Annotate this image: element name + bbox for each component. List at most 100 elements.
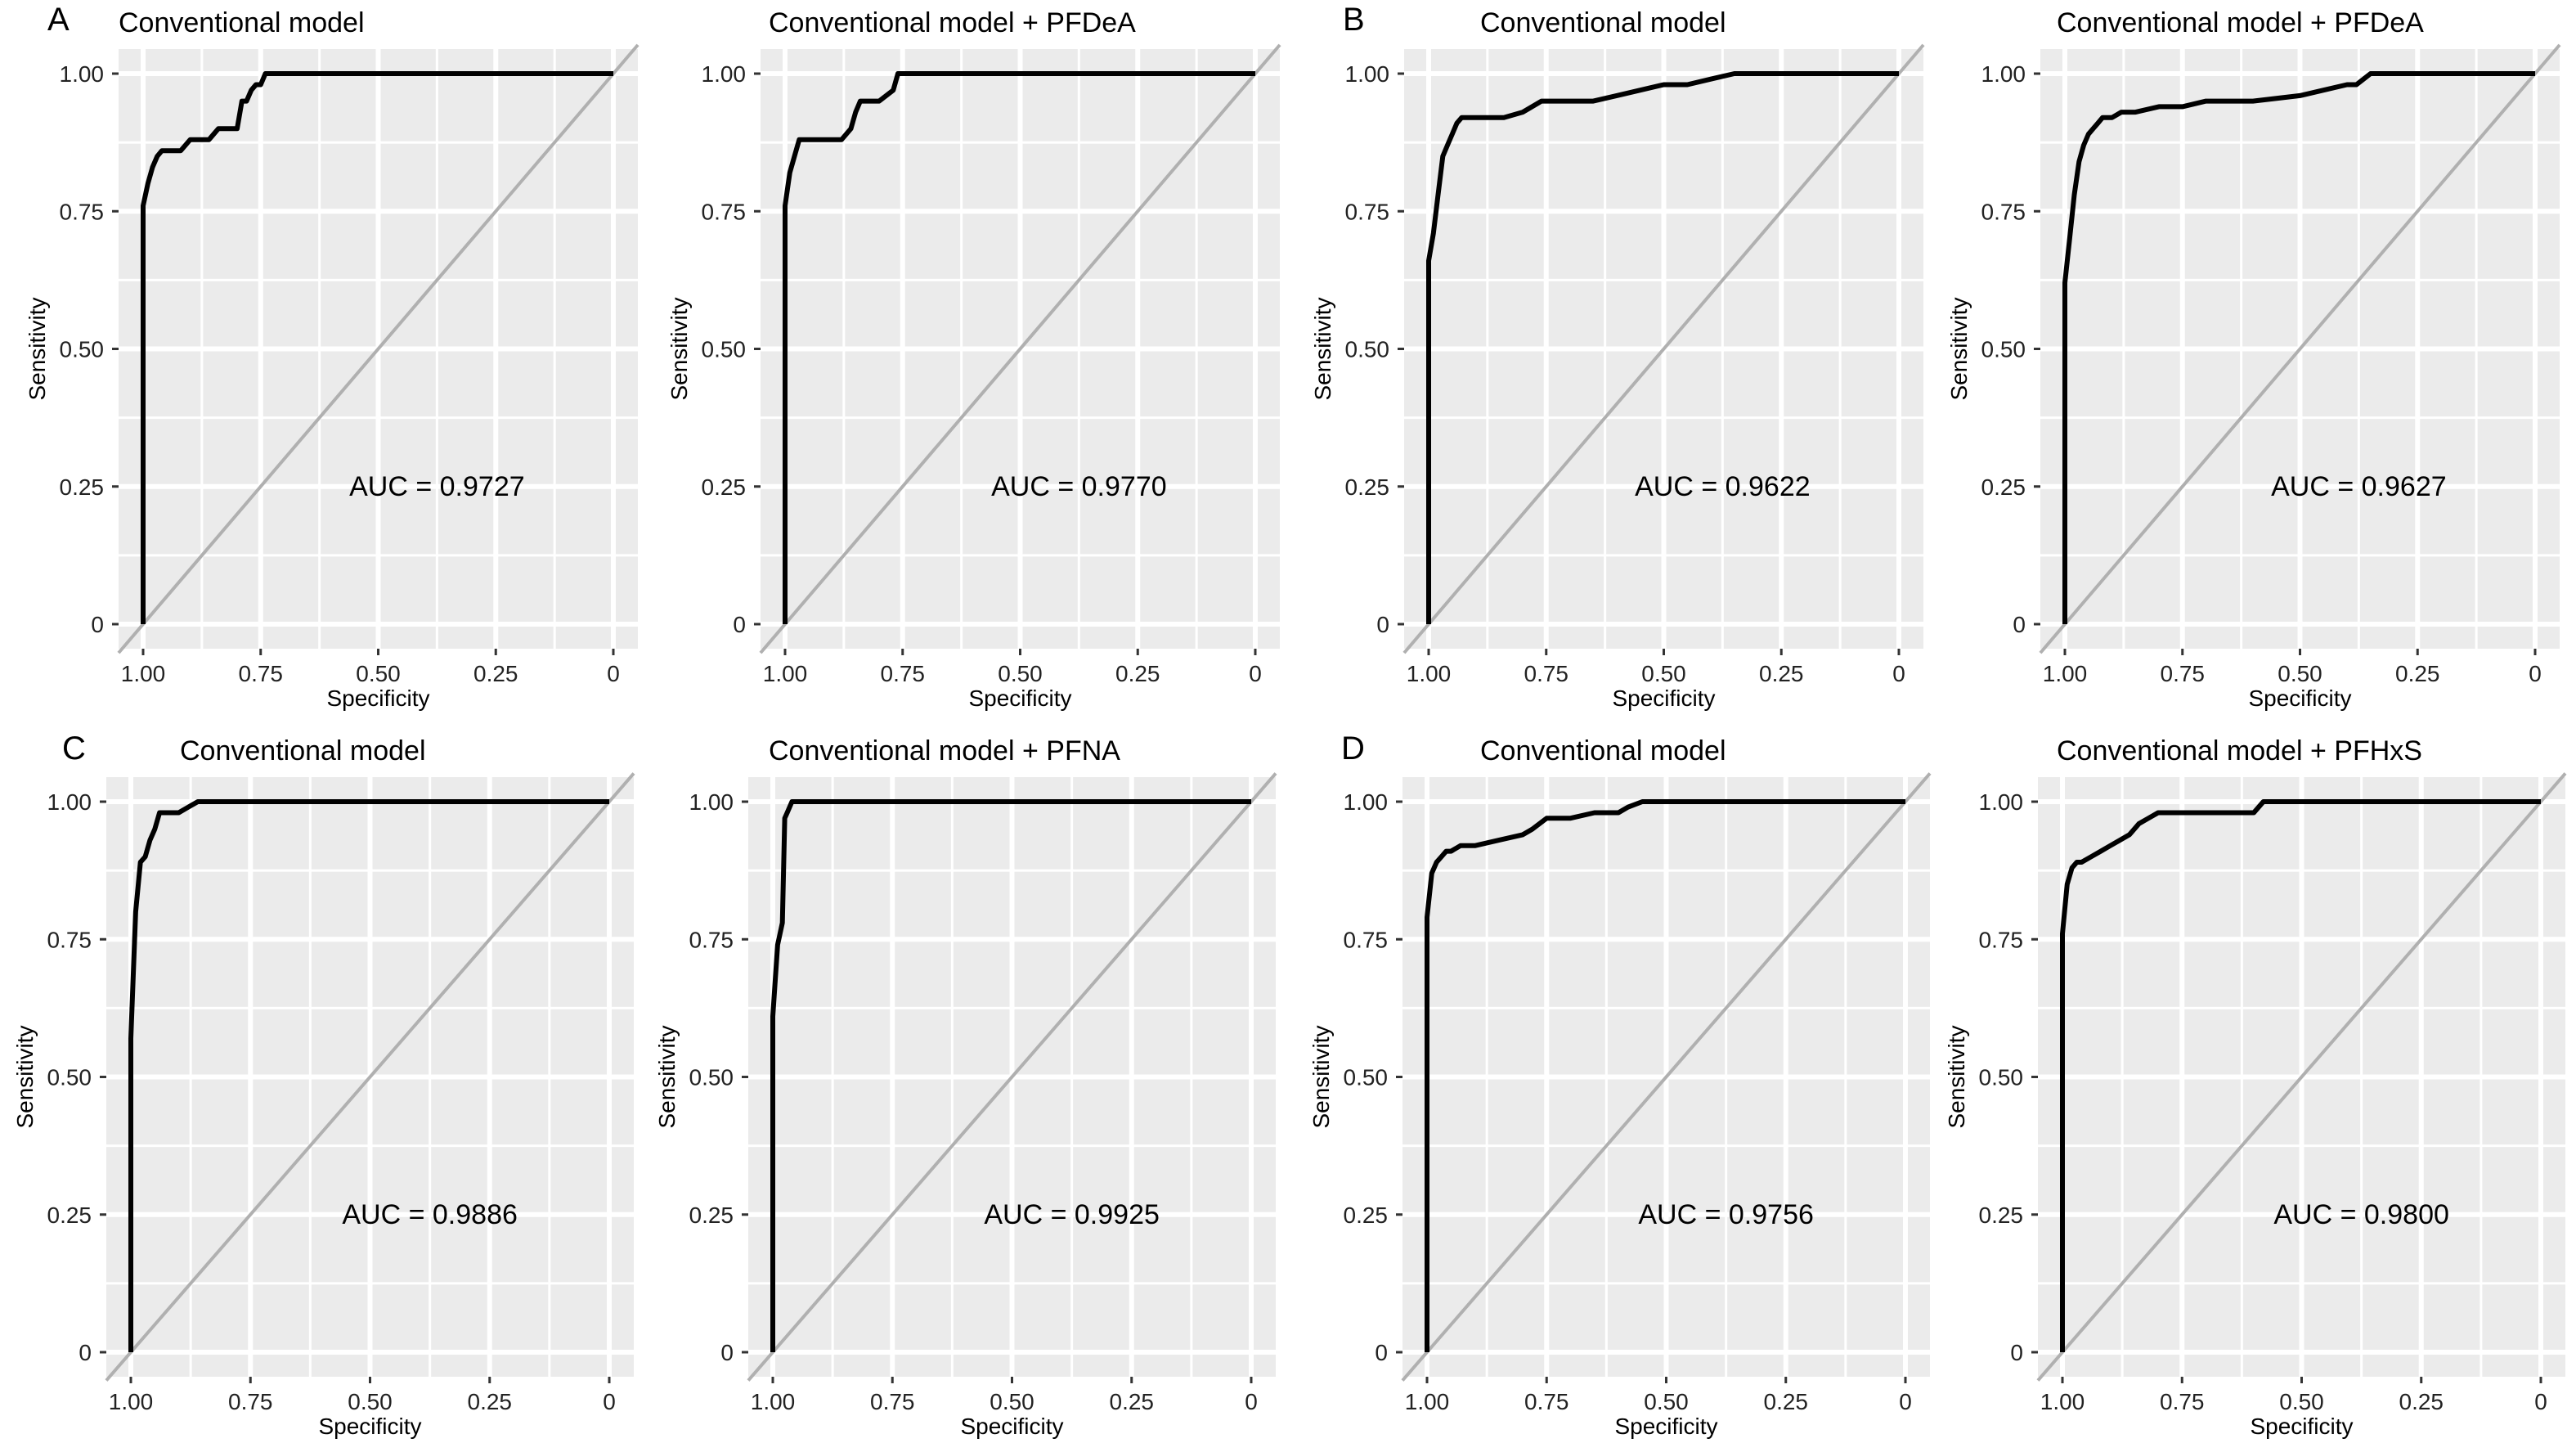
y-tick-label: 0.25 [47,1203,92,1228]
auc-annotation: AUC = 0.9627 [2271,471,2447,502]
chart-title: Conventional model + PFNA [769,735,1120,766]
reference-diagonal [759,43,1281,654]
x-tick-label: 1.00 [109,1389,154,1414]
auc-annotation: AUC = 0.9886 [342,1199,518,1230]
x-tick-label: 0.25 [1759,661,1804,686]
y-tick-label: 0 [91,612,104,637]
plot-background [2040,49,2560,649]
x-tick-label: 0.75 [2161,661,2206,686]
y-tick-label: 0.50 [60,337,105,362]
y-axis-label: Sensitivity [25,297,50,400]
y-tick-label: 0.75 [1979,927,2024,952]
x-tick-label: 1.00 [1407,661,1452,686]
x-tick-label: 0.50 [2278,661,2322,686]
x-tick-label: 0.75 [2160,1389,2205,1414]
y-tick-label: 0.25 [1979,1203,2024,1228]
x-tick-label: 0.75 [1524,1389,1569,1414]
x-tick-label: 0.75 [228,1389,273,1414]
y-tick-label: 0.50 [1981,337,2026,362]
reference-diagonal [117,43,640,654]
reference-diagonal [1402,43,1925,654]
y-tick-label: 0.75 [60,199,105,224]
y-tick-label: 0.50 [1345,337,1390,362]
x-axis-label: Specificity [326,686,429,711]
auc-annotation: AUC = 0.9770 [991,471,1167,502]
x-axis-label: Specificity [2250,1414,2353,1439]
y-tick-label: 0.25 [702,474,747,500]
y-tick-label: 0.75 [1345,199,1390,224]
panel-letter-b: B [1343,2,1365,38]
y-tick-label: 0.25 [1981,474,2026,500]
x-tick-label: 0.25 [2399,1389,2444,1414]
reference-diagonal [1401,772,1932,1382]
x-tick-label: 0.50 [356,661,401,686]
x-tick-label: 0 [2534,1389,2547,1414]
x-tick-label: 0 [1899,1389,1912,1414]
y-tick-label: 0.75 [1344,927,1389,952]
y-tick-label: 0.25 [1345,474,1390,500]
x-tick-label: 1.00 [763,661,808,686]
y-tick-label: 0 [2013,612,2026,637]
y-tick-label: 0.50 [702,337,747,362]
x-tick-label: 1.00 [1405,1389,1450,1414]
y-tick-label: 0 [2010,1340,2023,1365]
y-tick-label: 0.75 [689,927,734,952]
x-tick-label: 0 [1892,661,1905,686]
y-tick-label: 0.75 [1981,199,2026,224]
y-tick-label: 0.50 [1979,1065,2024,1090]
panel-letter-c: C [62,730,86,766]
x-tick-label: 1.00 [121,661,166,686]
roc-curve [770,799,1251,1352]
y-tick-label: 0.50 [47,1065,92,1090]
auc-annotation: AUC = 0.9756 [1638,1199,1814,1230]
y-tick-label: 0 [720,1340,734,1365]
y-tick-label: 1.00 [1981,61,2026,87]
auc-annotation: AUC = 0.9800 [2273,1199,2449,1230]
y-axis-label: Sensitivity [654,1025,680,1128]
auc-annotation: AUC = 0.9622 [1635,471,1811,502]
x-axis-label: Specificity [2248,686,2351,711]
chart-title: Conventional model [1480,7,1726,38]
x-axis-label: Specificity [968,686,1071,711]
plot-background [119,49,638,649]
x-axis-label: Specificity [318,1414,421,1439]
roc-curve [2060,799,2541,1352]
x-tick-label: 0.75 [881,661,926,686]
y-axis-label: Sensitivity [1944,1025,1969,1128]
plot-background [1402,777,1930,1377]
roc-curve [128,799,609,1352]
plot-background [106,777,634,1377]
y-tick-label: 1.00 [689,789,734,815]
x-tick-label: 0 [1245,1389,1258,1414]
x-tick-label: 0.50 [990,1389,1034,1414]
y-axis-label: Sensitivity [1310,297,1335,400]
x-tick-label: 0.50 [998,661,1043,686]
x-tick-label: 0.25 [1115,661,1160,686]
y-tick-label: 1.00 [47,789,92,815]
x-tick-label: 0.50 [2279,1389,2324,1414]
panel-letter-a: A [47,2,70,38]
y-tick-label: 1.00 [1345,61,1390,87]
x-tick-label: 0 [1249,661,1262,686]
x-tick-label: 0.75 [1524,661,1569,686]
chart-title: Conventional model + PFDeA [2057,7,2424,38]
chart-title: Conventional model + PFHxS [2057,735,2422,766]
x-tick-label: 1.00 [2043,661,2088,686]
roc-curve [1426,71,1899,624]
y-tick-label: 0.75 [47,927,92,952]
chart-title: Conventional model [1480,735,1726,766]
reference-diagonal [2039,43,2561,654]
x-tick-label: 0.25 [473,661,518,686]
reference-diagonal [747,772,1277,1382]
auc-annotation: AUC = 0.9727 [349,471,525,502]
y-tick-label: 0.25 [689,1203,734,1228]
x-axis-label: Specificity [1614,1414,1717,1439]
y-axis-label: Sensitivity [666,297,692,400]
reference-diagonal [105,772,635,1382]
y-tick-label: 0 [733,612,746,637]
